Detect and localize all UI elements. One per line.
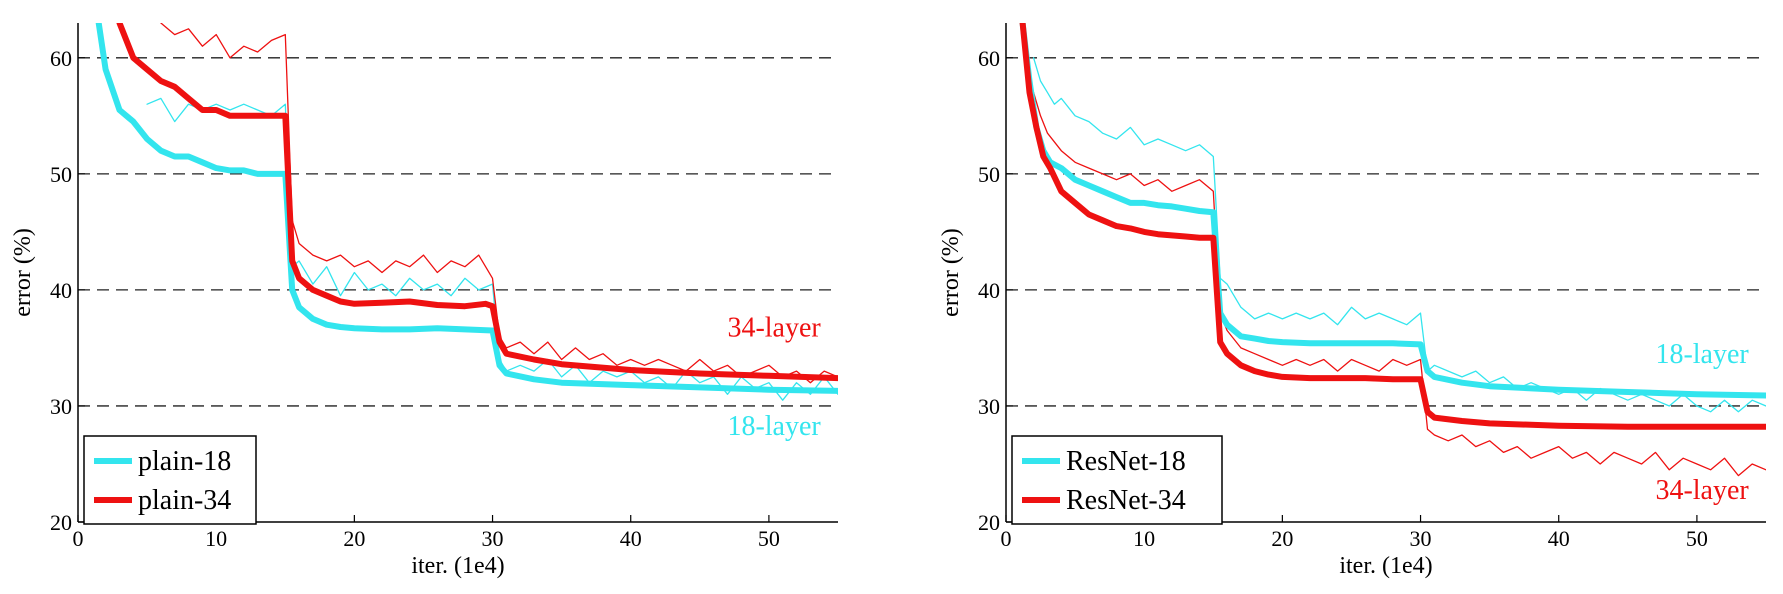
series-line-resnet-18 <box>1019 23 1766 399</box>
y-tick-label-30: 30 <box>50 394 72 419</box>
legend-label-resnet-34: ResNet-34 <box>1066 485 1186 516</box>
legend: ResNet-18 ResNet-34 <box>1011 435 1223 525</box>
annotation-18-layer: 18-layer <box>727 411 821 442</box>
series-line-resnet-34 <box>1019 23 1766 430</box>
resnet-chart: 0 10 20 30 40 50 20 30 40 50 60 iter. (1e4) error (%… <box>938 23 1766 579</box>
annotation-18-layer: 18-layer <box>1655 339 1749 370</box>
y-tick-label-50: 50 <box>978 162 1000 187</box>
x-tick-label-30: 30 <box>482 526 504 551</box>
y-tick-label-60: 60 <box>50 46 72 71</box>
y-tick-label-20: 20 <box>978 510 1000 535</box>
series-line-plain-34-train <box>160 23 838 384</box>
x-tick-label-50: 50 <box>758 526 780 551</box>
x-tick-label-40: 40 <box>620 526 642 551</box>
x-tick-label-20: 20 <box>343 526 365 551</box>
y-tick-label-50: 50 <box>50 162 72 187</box>
legend: plain-18 plain-34 <box>83 435 257 525</box>
x-tick-label-0: 0 <box>1001 526 1012 551</box>
x-tick-label-0: 0 <box>73 526 84 551</box>
y-tick-label-20: 20 <box>50 510 72 535</box>
legend-label-plain-34: plain-34 <box>138 485 231 516</box>
annotation-34-layer: 34-layer <box>1655 475 1749 506</box>
y-axis-label: error (%) <box>10 228 36 317</box>
series-lines <box>1019 23 1766 477</box>
x-axis-label: iter. (1e4) <box>1339 553 1432 579</box>
series-lines <box>95 23 838 401</box>
x-tick-label-20: 20 <box>1271 526 1293 551</box>
x-tick-label-40: 40 <box>1548 526 1570 551</box>
legend-box <box>83 435 257 525</box>
series-line-plain-34 <box>116 23 838 382</box>
series-line-plain-18 <box>95 23 838 394</box>
legend-box <box>1011 435 1223 525</box>
y-tick-label-40: 40 <box>978 278 1000 303</box>
y-axis-label: error (%) <box>938 228 964 317</box>
y-tick-label-60: 60 <box>978 46 1000 71</box>
y-tick-label-40: 40 <box>50 278 72 303</box>
legend-label-resnet-18: ResNet-18 <box>1066 446 1186 477</box>
x-axis-label: iter. (1e4) <box>411 553 504 579</box>
x-tick-label-30: 30 <box>1410 526 1432 551</box>
legend-label-plain-18: plain-18 <box>138 446 231 477</box>
series-line-plain-18-train <box>146 97 838 401</box>
x-tick-label-50: 50 <box>1686 526 1708 551</box>
series-line-resnet-34-train <box>1032 91 1766 477</box>
y-tick-label-30: 30 <box>978 394 1000 419</box>
x-tick-label-10: 10 <box>205 526 227 551</box>
x-tick-label-10: 10 <box>1133 526 1155 551</box>
annotation-34-layer: 34-layer <box>727 312 821 343</box>
plain-networks-chart: 0 10 20 30 40 50 20 30 40 50 60 iter. (1e4) error (%… <box>10 23 838 579</box>
series-line-resnet-18-train <box>1032 57 1766 413</box>
